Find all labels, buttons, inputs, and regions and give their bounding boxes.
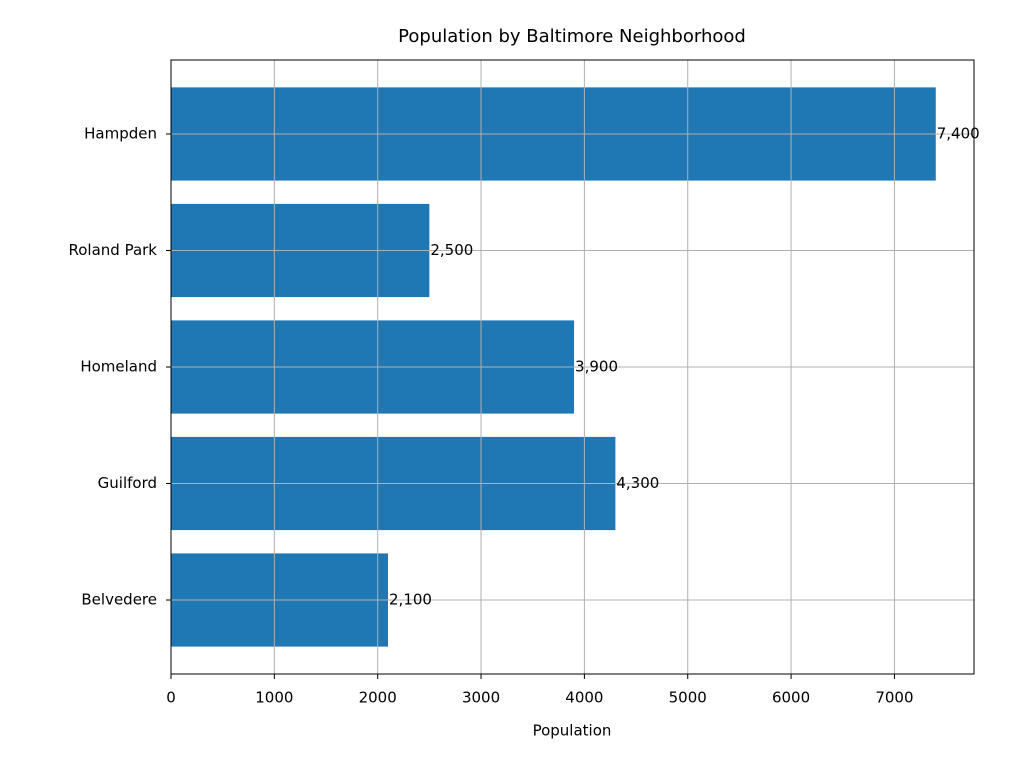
x-tick-label: 5000 [669, 689, 707, 707]
y-tick-label: Roland Park [69, 241, 158, 259]
x-tick-label: 6000 [772, 689, 810, 707]
plot-frame [170, 59, 975, 675]
x-tick-label: 7000 [875, 689, 913, 707]
x-tick-label: 2000 [359, 689, 397, 707]
x-tick-label: 3000 [462, 689, 500, 707]
value-label: 7,400 [937, 124, 980, 142]
chart-title: Population by Baltimore Neighborhood [398, 26, 746, 47]
x-axis-label: Population [533, 722, 612, 740]
y-tick-label: Homeland [80, 358, 157, 376]
x-tick-label: 1000 [255, 689, 293, 707]
value-label: 2,100 [389, 591, 432, 609]
y-tick-label: Guilford [98, 474, 157, 492]
x-tick-label: 4000 [565, 689, 603, 707]
value-label: 2,500 [430, 241, 473, 259]
value-label: 4,300 [616, 474, 659, 492]
value-label: 3,900 [575, 358, 618, 376]
y-tick-label: Belvedere [81, 591, 157, 609]
y-tick-label: Hampden [84, 124, 157, 142]
x-tick-label: 0 [166, 689, 176, 707]
